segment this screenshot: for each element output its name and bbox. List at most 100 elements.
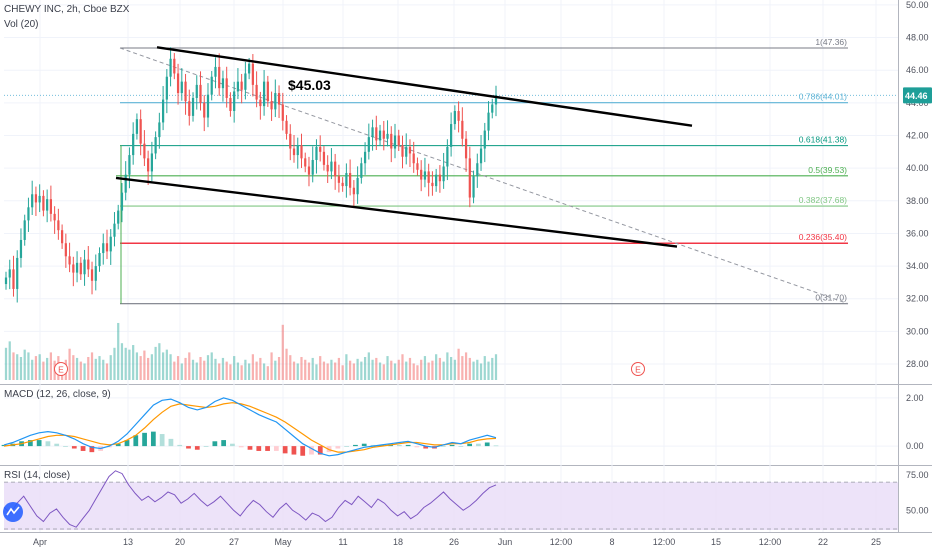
macd-histogram-bar [282, 446, 288, 454]
candle-body [34, 194, 38, 203]
candle-body [397, 135, 400, 146]
volume-bar [214, 358, 217, 380]
fib-level-label: 0(31.70) [815, 293, 847, 303]
candle-body [292, 148, 296, 156]
candle-body [31, 194, 34, 208]
macd-histogram-bar [344, 446, 350, 447]
candle-body [229, 97, 232, 112]
volume-bar [8, 341, 11, 380]
volume-bar [23, 349, 26, 380]
macd-histogram-bar [238, 446, 244, 448]
macd-histogram-bar [133, 435, 139, 447]
volume-bar [79, 361, 82, 380]
candle-body [124, 174, 127, 193]
candle-body [188, 101, 191, 116]
volume-bar [487, 361, 490, 380]
volume-bar [427, 362, 430, 380]
time-tick-label: 22 [818, 537, 828, 547]
candle-body [468, 158, 471, 198]
volume-bar [416, 365, 419, 380]
volume-bar [401, 354, 404, 380]
candle-body [173, 58, 176, 74]
candle-body [154, 137, 157, 154]
volume-bar [188, 352, 191, 380]
price-tick-label: 34.00 [906, 261, 929, 271]
candle-body [330, 161, 333, 172]
macd-histogram-bar [186, 446, 191, 449]
macd-histogram-bar [247, 446, 253, 450]
volume-bar [218, 363, 221, 380]
candle-body [12, 269, 15, 289]
macd-histogram-bar [63, 446, 68, 447]
macd-tick-label: 2.00 [906, 393, 924, 403]
volume-bar [244, 359, 247, 380]
volume-bar [450, 357, 453, 380]
candle-body [64, 243, 67, 257]
price-tick-label: 30.00 [906, 326, 929, 336]
time-tick-label: 8 [609, 537, 614, 547]
volume-bar [147, 357, 150, 380]
candle-body [337, 176, 341, 183]
volume-bar [203, 360, 206, 380]
volume-bar [307, 362, 311, 380]
candle-body [375, 127, 378, 141]
candle-body [4, 277, 8, 285]
candle-body [87, 259, 90, 270]
candle-body [176, 73, 180, 94]
candle-body [38, 195, 41, 203]
fib-level-label: 0.382(37.68) [799, 195, 847, 205]
volume-bar [337, 357, 341, 380]
time-tick-label: 11 [338, 537, 347, 547]
volume-bar [270, 352, 273, 380]
candle-body [68, 256, 71, 265]
candle-body [326, 164, 329, 172]
candle-body [210, 76, 213, 95]
candle-body [83, 259, 86, 275]
volume-bar [139, 356, 142, 380]
volume-bar [393, 363, 397, 380]
earnings-marker-label: E [58, 365, 64, 375]
volume-bar [349, 360, 352, 380]
candle-body [60, 230, 64, 244]
volume-bar [468, 357, 471, 380]
candle-body [184, 81, 187, 102]
volume-bar [98, 356, 101, 380]
candle-body [203, 102, 206, 118]
macd-histogram-bar [71, 446, 77, 449]
candle-body [191, 97, 195, 116]
time-tick-label: 20 [175, 537, 185, 547]
volume-bar [363, 357, 367, 380]
candle-body [435, 174, 438, 187]
volume-bar [199, 357, 202, 380]
candle-body [307, 166, 311, 175]
candle-body [349, 173, 352, 188]
volume-bar [285, 348, 288, 380]
macd-histogram-bar [265, 446, 270, 451]
candle-body [255, 84, 258, 100]
volume-bar [330, 359, 333, 380]
candle-body [281, 104, 284, 121]
candle-body [266, 81, 269, 102]
candle-body [98, 253, 101, 267]
macd-histogram-bar [291, 446, 297, 455]
candle-body [248, 63, 251, 74]
candle-body [378, 130, 382, 141]
candle-body [143, 143, 146, 159]
volume-bar [49, 352, 52, 380]
time-tick-label: 27 [229, 537, 239, 547]
macd-histogram-bar [230, 443, 235, 447]
candle-body [352, 187, 355, 195]
candle-body [214, 66, 217, 77]
candle-body [453, 111, 456, 125]
macd-histogram-bar [309, 446, 314, 455]
macd-histogram-bar [256, 446, 262, 451]
candle-body [132, 133, 135, 156]
lower-trendline [115, 176, 678, 248]
candle-body [356, 177, 359, 195]
macd-histogram-bar [467, 443, 473, 447]
candle-body [393, 135, 397, 149]
volume-bar [457, 348, 460, 380]
